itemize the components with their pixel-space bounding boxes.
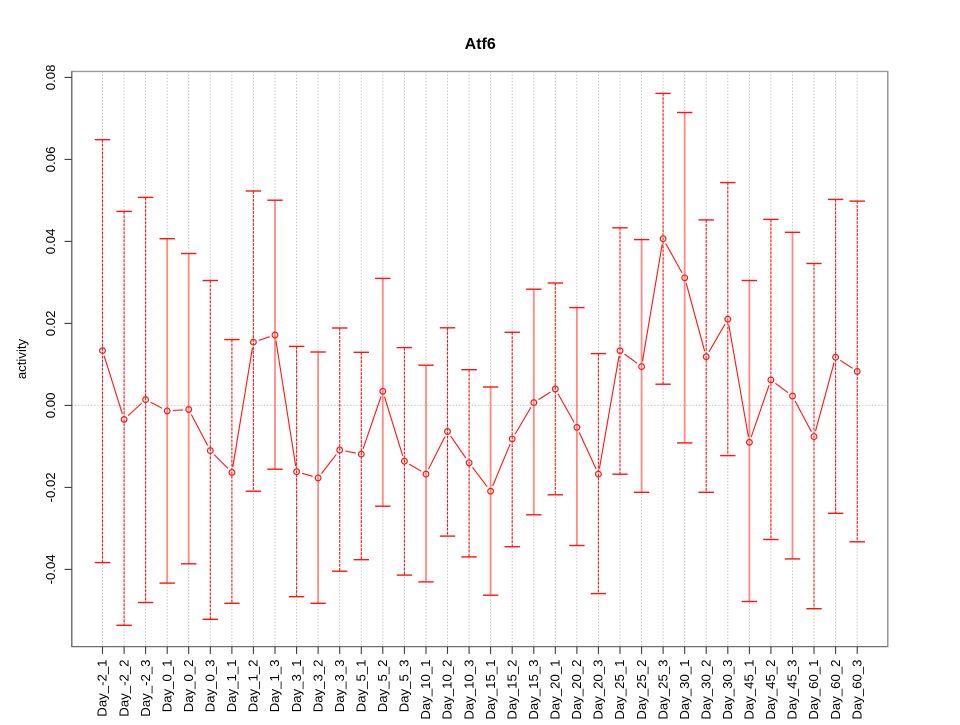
svg-text:Day_3_2: Day_3_2 (310, 660, 325, 713)
svg-text:0.02: 0.02 (43, 311, 58, 337)
svg-text:Day_20_3: Day_20_3 (591, 660, 606, 720)
svg-text:Day_0_3: Day_0_3 (203, 660, 218, 713)
svg-text:Day_10_2: Day_10_2 (440, 660, 455, 720)
svg-text:Day_30_3: Day_30_3 (720, 660, 735, 720)
svg-text:-0.04: -0.04 (43, 554, 58, 584)
svg-text:Day_5_1: Day_5_1 (354, 660, 369, 713)
svg-text:Day_1_1: Day_1_1 (224, 660, 239, 713)
svg-text:Day_0_1: Day_0_1 (159, 660, 174, 713)
svg-text:Day_60_2: Day_60_2 (828, 660, 843, 720)
svg-text:Day_20_1: Day_20_1 (548, 660, 563, 720)
svg-text:Day_-2_1: Day_-2_1 (95, 660, 110, 717)
svg-text:Day_1_3: Day_1_3 (267, 660, 282, 713)
svg-text:-0.02: -0.02 (43, 472, 58, 502)
svg-text:Day_3_3: Day_3_3 (332, 660, 347, 713)
svg-text:0.06: 0.06 (43, 147, 58, 173)
svg-text:0.04: 0.04 (43, 229, 58, 255)
svg-text:Day_15_1: Day_15_1 (483, 660, 498, 720)
svg-text:0.08: 0.08 (43, 65, 58, 91)
svg-text:Day_10_1: Day_10_1 (418, 660, 433, 720)
svg-text:Day_45_2: Day_45_2 (763, 660, 778, 720)
svg-text:Day_10_3: Day_10_3 (461, 660, 476, 720)
svg-text:0.00: 0.00 (43, 393, 58, 419)
svg-text:Day_3_1: Day_3_1 (289, 660, 304, 713)
svg-text:Day_5_2: Day_5_2 (375, 660, 390, 713)
svg-text:Day_15_3: Day_15_3 (526, 660, 541, 720)
svg-text:Day_30_2: Day_30_2 (698, 660, 713, 720)
svg-text:Day_15_2: Day_15_2 (504, 660, 519, 720)
svg-text:Day_25_2: Day_25_2 (634, 660, 649, 720)
svg-text:Atf6: Atf6 (465, 36, 496, 53)
svg-text:Day_25_1: Day_25_1 (612, 660, 627, 720)
svg-text:Day_60_3: Day_60_3 (849, 660, 864, 720)
svg-text:activity: activity (14, 338, 29, 379)
svg-text:Day_30_1: Day_30_1 (677, 660, 692, 720)
svg-text:Day_45_3: Day_45_3 (785, 660, 800, 720)
svg-text:Day_60_1: Day_60_1 (806, 660, 821, 720)
svg-text:Day_1_2: Day_1_2 (246, 660, 261, 713)
svg-text:Day_-2_3: Day_-2_3 (138, 660, 153, 717)
svg-text:Day_-2_2: Day_-2_2 (116, 660, 131, 717)
svg-text:Day_25_3: Day_25_3 (655, 660, 670, 720)
svg-text:Day_45_1: Day_45_1 (742, 660, 757, 720)
svg-text:Day_5_3: Day_5_3 (397, 660, 412, 713)
svg-text:Day_0_2: Day_0_2 (181, 660, 196, 713)
svg-text:Day_20_2: Day_20_2 (569, 660, 584, 720)
